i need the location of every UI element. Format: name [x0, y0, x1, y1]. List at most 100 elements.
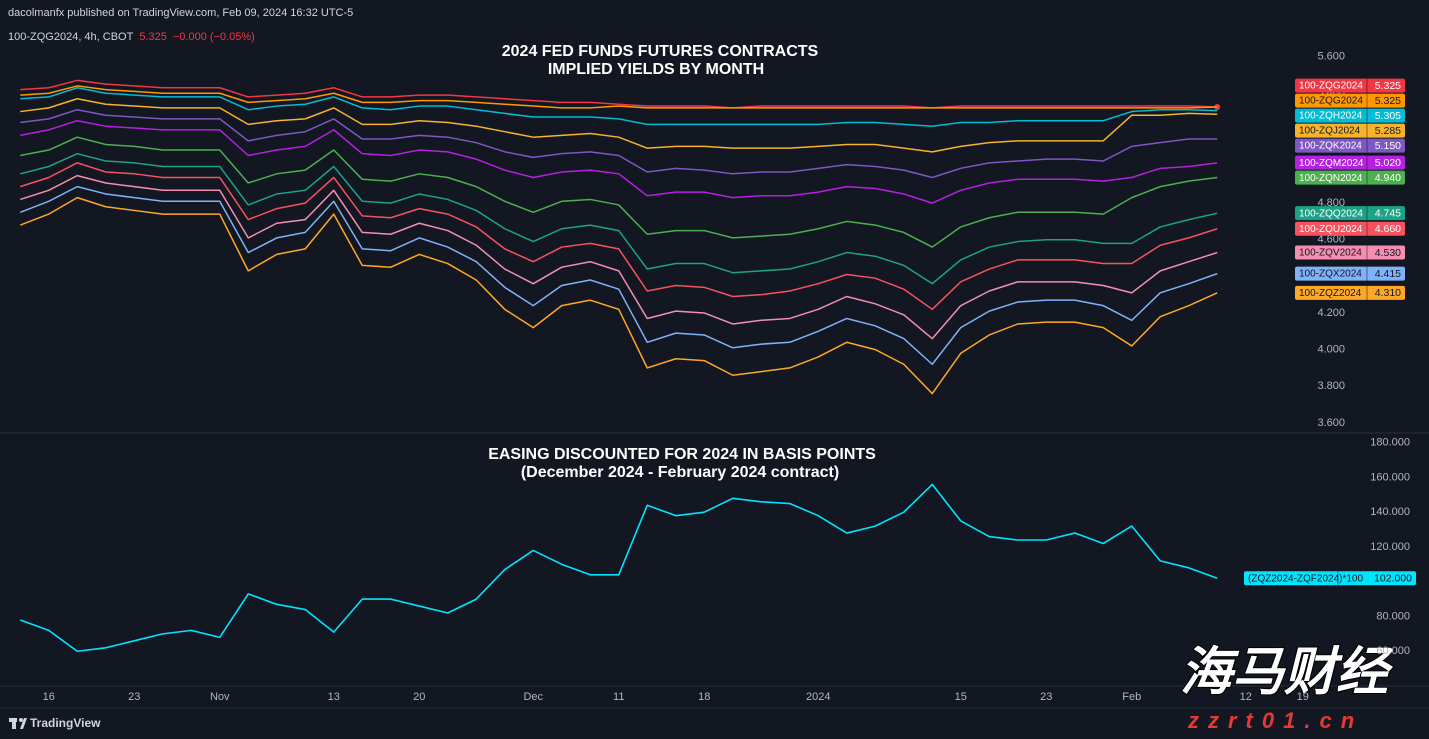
- price-label-value: 4.940: [1375, 172, 1401, 184]
- symbol-last: 5.325: [139, 31, 167, 43]
- logo-icon: [12, 722, 16, 729]
- y-tick-label: 4.800: [1317, 197, 1345, 209]
- price-label-value: 4.310: [1375, 287, 1401, 299]
- price-label-box: [1244, 571, 1416, 586]
- last-point: [1214, 103, 1221, 110]
- price-label-box: [1295, 266, 1405, 281]
- price-label-value: 4.745: [1375, 207, 1401, 219]
- x-tick-label: 13: [328, 691, 340, 703]
- series-line: [20, 85, 1218, 109]
- y-tick-label: 80.000: [1376, 610, 1410, 622]
- price-label: 100-ZQH2024 5.305: [1295, 108, 1405, 123]
- price-label: 100-ZQQ2024 4.745: [1295, 206, 1405, 221]
- price-label-value: 5.325: [1375, 80, 1401, 92]
- series-line: [19, 483, 1218, 653]
- series-line: [20, 162, 1218, 311]
- price-label-value: 5.325: [1375, 95, 1401, 107]
- price-label-name: 100-ZQQ2024: [1299, 208, 1363, 219]
- symbol-change: −0.000 (−0.05%): [173, 31, 255, 43]
- series-line: [20, 152, 1218, 285]
- x-tick-label: 12: [1240, 691, 1252, 703]
- price-label-box: [1295, 108, 1405, 123]
- series-line: [20, 79, 1218, 109]
- y-tick-label: 4.200: [1317, 307, 1345, 319]
- chart-subtitle: (December 2024 - February 2024 contract): [521, 464, 839, 481]
- price-label: 100-ZQV2024 4.530: [1295, 245, 1405, 260]
- price-label-value: 5.150: [1375, 140, 1401, 152]
- price-label-box: [1295, 170, 1405, 185]
- series-line: [20, 119, 1218, 204]
- price-label-name: 100-ZQV2024: [1299, 248, 1362, 259]
- price-label: 100-ZQG2024 5.325: [1295, 78, 1405, 93]
- symbol-name: 100-ZQG2024, 4h, CBOT: [8, 31, 134, 43]
- series-line: [20, 136, 1218, 248]
- price-label-name: 100-ZQG2024: [1299, 81, 1363, 92]
- watermark-site: zzrt01.cn: [1187, 708, 1363, 733]
- plot-lines: [19, 483, 1218, 653]
- x-tick-label: 2024: [806, 691, 830, 703]
- symbol-legend: 100-ZQG2024, 4h, CBOT 5.325 −0.000 (−0.05%…: [8, 31, 255, 43]
- price-label: 100-ZQJ2024 5.285: [1295, 123, 1405, 138]
- chart-subtitle: IMPLIED YIELDS BY MONTH: [548, 61, 764, 78]
- price-label: 100-ZQK2024 5.150: [1295, 138, 1405, 153]
- x-tick-label: 16: [43, 691, 55, 703]
- x-tick-label: 23: [128, 691, 140, 703]
- y-tick-label: 160.000: [1370, 471, 1410, 483]
- publish-info: dacolmanfx published on TradingView.com,…: [8, 7, 353, 19]
- price-label-name: 100-ZQH2024: [1299, 111, 1363, 122]
- price-label-value: 4.660: [1375, 223, 1401, 235]
- price-label-value: 5.020: [1375, 157, 1401, 169]
- price-label-name: 100-ZQU2024: [1299, 224, 1363, 235]
- price-label-box: [1295, 93, 1405, 108]
- x-tick-label: Nov: [210, 691, 230, 703]
- price-label-box: [1295, 206, 1405, 221]
- price-label: 100-ZQX2024 4.415: [1295, 266, 1405, 281]
- x-tick-label: 15: [955, 691, 967, 703]
- y-tick-label: 140.000: [1370, 506, 1410, 518]
- price-label-box: [1295, 78, 1405, 93]
- y-tick-label: 5.600: [1317, 51, 1345, 63]
- x-tick-label: 20: [413, 691, 425, 703]
- x-tick-label: Feb: [1122, 691, 1141, 703]
- price-label-value: 4.530: [1375, 247, 1401, 259]
- y-tick-label: 3.600: [1317, 417, 1345, 429]
- x-tick-label: Dec: [523, 691, 543, 703]
- price-label-box: [1295, 221, 1405, 236]
- y-tick-label: 4.000: [1317, 344, 1345, 356]
- plot-lines: [19, 79, 1221, 395]
- price-label: 100-ZQN2024 4.940: [1295, 170, 1405, 185]
- y-tick-label: 4.600: [1317, 234, 1345, 246]
- price-label-name: (ZQZ2024-ZQF2024)*100: [1248, 573, 1363, 584]
- price-label: (ZQZ2024-ZQF2024)*100 102.000: [1244, 571, 1416, 586]
- price-label: 100-ZQM2024 5.020: [1295, 155, 1405, 170]
- price-label-name: 100-ZQK2024: [1299, 141, 1362, 152]
- price-label-name: 100-ZQM2024: [1299, 158, 1364, 169]
- y-tick-label: 180.000: [1370, 437, 1410, 449]
- price-label: 100-ZQU2024 4.660: [1295, 221, 1405, 236]
- series-line: [20, 97, 1218, 153]
- price-label-name: 100-ZQG2024: [1299, 96, 1363, 107]
- logo-icon: [19, 718, 23, 722]
- y-tick-label: 120.000: [1370, 541, 1410, 553]
- watermark-title: 海马财经: [1180, 644, 1394, 702]
- series-line: [20, 174, 1218, 340]
- x-tick-label: 23: [1040, 691, 1052, 703]
- price-label: 100-ZQG2024 5.325: [1295, 93, 1405, 108]
- chart-title: 2024 FED FUNDS FUTURES CONTRACTS: [502, 43, 819, 60]
- price-label-value: 5.285: [1375, 125, 1401, 137]
- price-label-name: 100-ZQX2024: [1299, 269, 1362, 280]
- price-label-box: [1295, 123, 1405, 138]
- price-label-box: [1295, 138, 1405, 153]
- series-line: [19, 196, 1218, 395]
- x-tick-label: 19: [1297, 691, 1309, 703]
- y-tick-label: 3.800: [1317, 380, 1345, 392]
- series-line: [19, 185, 1218, 365]
- price-label-value: 102.000: [1374, 573, 1412, 585]
- price-label-box: [1295, 245, 1405, 260]
- price-label-value: 5.305: [1375, 110, 1401, 122]
- price-label-name: 100-ZQN2024: [1299, 173, 1363, 184]
- y-tick-label: 60.000: [1376, 645, 1410, 657]
- series-line: [20, 108, 1218, 179]
- x-tick-label: 11: [613, 691, 624, 703]
